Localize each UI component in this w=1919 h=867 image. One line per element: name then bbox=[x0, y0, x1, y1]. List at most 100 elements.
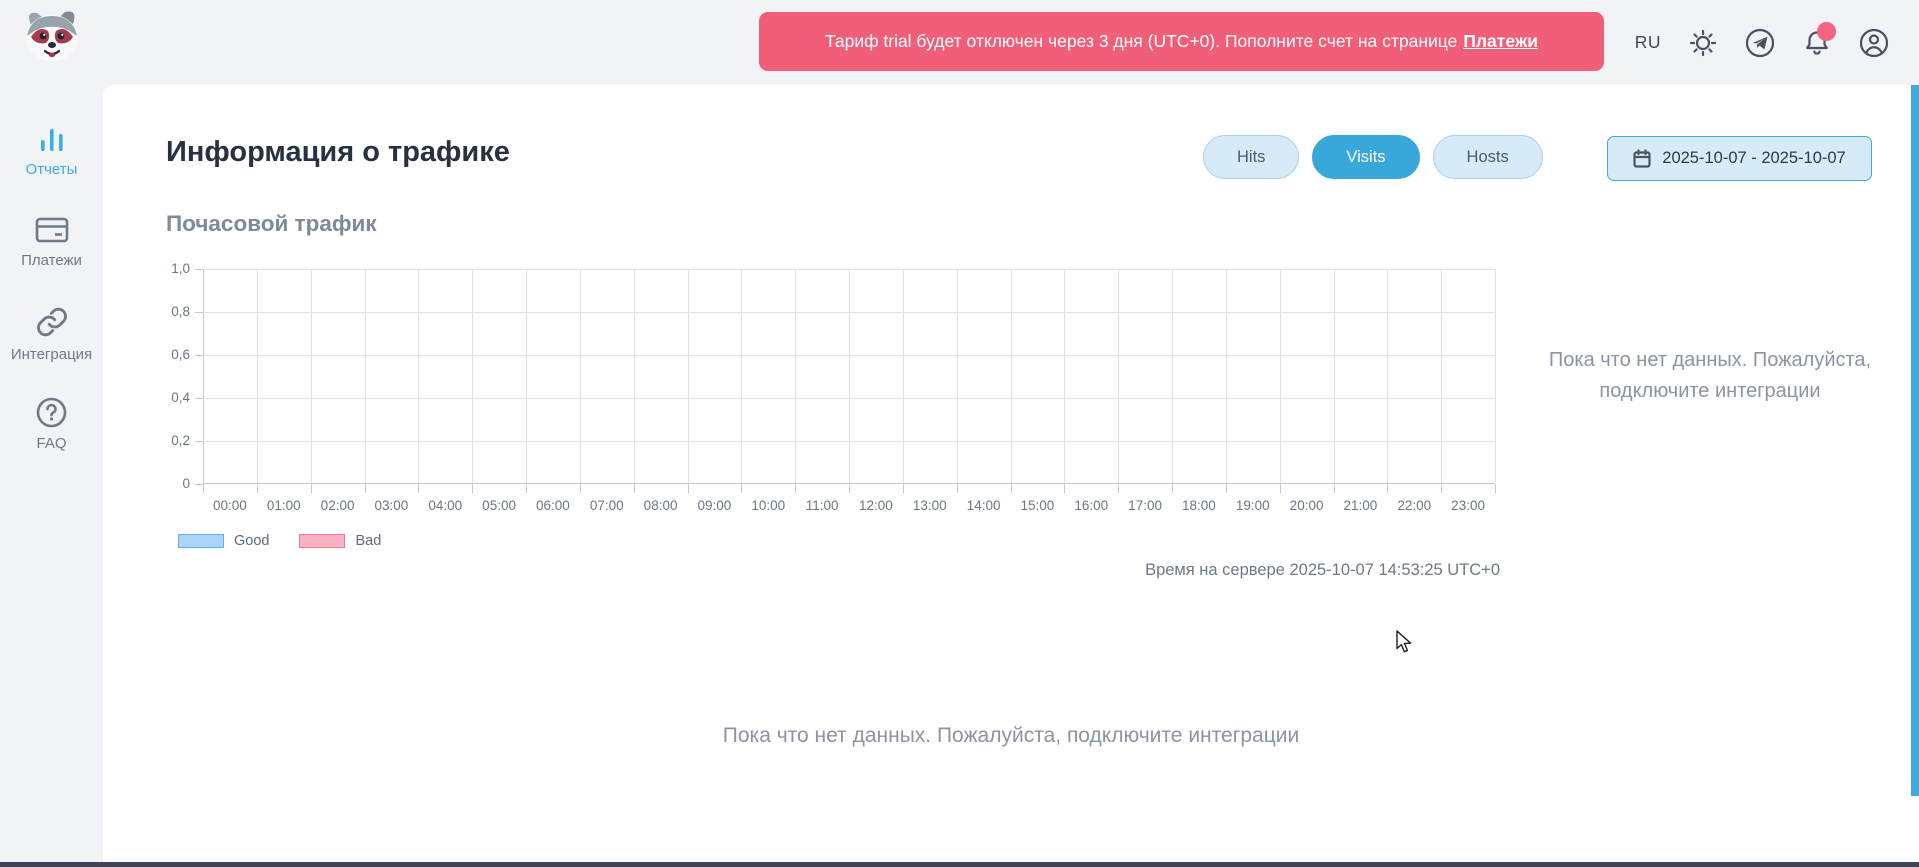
notifications-button[interactable] bbox=[1802, 21, 1836, 58]
sidebar-item-integration[interactable]: Интеграция bbox=[0, 305, 103, 363]
y-axis-tick-label: 1,0 bbox=[171, 261, 190, 276]
x-axis-tick bbox=[1495, 484, 1496, 493]
question-circle-icon bbox=[36, 397, 67, 428]
chart-gridline-vertical bbox=[1279, 269, 1281, 483]
x-axis-tick-label: 20:00 bbox=[1289, 498, 1324, 513]
y-axis-tick-label: 0 bbox=[182, 476, 190, 491]
x-axis-tick bbox=[1387, 484, 1389, 493]
chart-gridline-vertical bbox=[687, 269, 689, 483]
y-axis-tick-label: 0,4 bbox=[171, 390, 190, 405]
x-axis-tick-label: 06:00 bbox=[536, 498, 570, 513]
x-axis-tick-label: 23:00 bbox=[1451, 498, 1485, 513]
credit-card-icon bbox=[35, 217, 68, 243]
x-axis-tick bbox=[1064, 484, 1066, 493]
chart-gridline-vertical bbox=[849, 269, 850, 483]
x-axis-tick bbox=[310, 484, 312, 493]
x-axis-tick-label: 19:00 bbox=[1235, 498, 1270, 513]
notification-badge-dot bbox=[1817, 21, 1836, 41]
chart-gridline-vertical bbox=[1064, 269, 1066, 483]
legend-item-good[interactable]: Good bbox=[178, 533, 269, 549]
x-axis-tick-label: 16:00 bbox=[1074, 498, 1109, 513]
calendar-icon bbox=[1633, 149, 1651, 168]
chart-gridline-vertical bbox=[1441, 269, 1443, 483]
x-axis-tick-label: 21:00 bbox=[1343, 498, 1378, 513]
sidebar-label-integration: Интеграция bbox=[10, 346, 93, 363]
y-axis-tick-label: 0,8 bbox=[171, 304, 190, 319]
x-axis-tick bbox=[902, 484, 904, 493]
x-axis-tick-label: 09:00 bbox=[697, 498, 732, 513]
date-range-value: 2025-10-07 - 2025-10-07 bbox=[1662, 149, 1846, 167]
x-axis-tick-label: 04:00 bbox=[428, 498, 463, 513]
chart-gridline-horizontal bbox=[203, 441, 1495, 442]
y-axis-tick bbox=[195, 484, 203, 485]
profile-icon bbox=[1859, 28, 1889, 57]
x-axis-tick bbox=[1333, 484, 1335, 493]
x-axis-tick bbox=[956, 484, 958, 493]
x-axis-tick-label: 13:00 bbox=[912, 498, 947, 513]
chart-gridline-vertical bbox=[1172, 269, 1173, 483]
chart-gridline-vertical bbox=[1495, 269, 1496, 483]
x-axis-tick bbox=[256, 484, 258, 493]
date-range-picker[interactable]: 2025-10-07 - 2025-10-07 bbox=[1607, 136, 1872, 181]
x-axis-tick-label: 00:00 bbox=[213, 498, 247, 513]
sidebar-item-payments[interactable]: Платежи bbox=[0, 215, 103, 269]
chart-gridline-vertical bbox=[633, 269, 635, 483]
x-axis-tick bbox=[1279, 484, 1281, 493]
sidebar-label-reports: Отчеты bbox=[25, 161, 78, 178]
x-axis-tick-label: 22:00 bbox=[1397, 498, 1432, 513]
bottom-edge-strip bbox=[0, 862, 1919, 867]
no-data-bottom-message: Пока что нет данных. Пожалуйста, подключ… bbox=[722, 724, 1300, 747]
y-axis-tick-label: 0,6 bbox=[171, 347, 190, 362]
x-axis-tick bbox=[579, 484, 581, 493]
language-switcher[interactable]: RU bbox=[1634, 32, 1661, 52]
x-axis-tick bbox=[1172, 484, 1173, 493]
profile-button[interactable] bbox=[1859, 28, 1889, 58]
x-axis-tick bbox=[741, 484, 743, 493]
x-axis-tick bbox=[1441, 484, 1443, 493]
sidebar-label-payments: Платежи bbox=[21, 252, 82, 269]
legend-swatch-bad bbox=[299, 534, 346, 548]
sidebar-item-reports[interactable]: Отчеты bbox=[0, 127, 103, 178]
top-header-bar: Тариф trial будет отключен через 3 дня (… bbox=[0, 0, 1919, 85]
chart-gridline-vertical bbox=[795, 269, 797, 483]
sidebar-label-faq: FAQ bbox=[36, 435, 67, 452]
banner-message: Тариф trial будет отключен через 3 дня (… bbox=[824, 31, 1458, 51]
chart-gridline-horizontal bbox=[203, 398, 1495, 399]
x-axis-tick bbox=[795, 484, 797, 493]
tab-hits[interactable]: Hits bbox=[1203, 135, 1300, 179]
tab-visits[interactable]: Visits bbox=[1312, 135, 1420, 179]
x-axis-tick-label: 12:00 bbox=[859, 498, 893, 513]
theme-toggle-button[interactable] bbox=[1688, 28, 1718, 58]
x-axis-tick bbox=[472, 484, 474, 493]
chart-section-title: Почасовой трафик bbox=[166, 211, 377, 236]
x-axis-tick bbox=[203, 484, 204, 493]
raccoon-logo-icon bbox=[26, 11, 78, 61]
x-axis-tick-label: 03:00 bbox=[374, 498, 409, 513]
y-axis-tick-label: 0,2 bbox=[171, 433, 190, 448]
x-axis-tick-label: 01:00 bbox=[266, 498, 301, 513]
telegram-icon bbox=[1745, 28, 1775, 57]
bar-chart-icon bbox=[40, 129, 63, 151]
x-axis-tick-label: 14:00 bbox=[966, 498, 1001, 513]
legend-label-bad: Bad bbox=[355, 533, 382, 549]
x-axis-tick-label: 10:00 bbox=[751, 498, 786, 513]
x-axis-tick bbox=[526, 484, 527, 493]
x-axis-tick-label: 18:00 bbox=[1182, 498, 1216, 513]
sidebar-item-faq[interactable]: FAQ bbox=[0, 397, 103, 452]
x-axis-tick bbox=[849, 484, 850, 493]
vertical-scrollbar-thumb[interactable] bbox=[1911, 85, 1919, 796]
banner-payments-link[interactable]: Платежи bbox=[1463, 31, 1539, 51]
chart-gridline-vertical bbox=[418, 269, 420, 483]
chart-gridline-vertical bbox=[1387, 269, 1389, 483]
legend-item-bad[interactable]: Bad bbox=[299, 533, 381, 549]
x-axis-tick bbox=[633, 484, 635, 493]
x-axis-tick bbox=[1118, 484, 1120, 493]
page-title: Информация о трафике bbox=[166, 136, 510, 168]
chart-gridline-vertical bbox=[526, 269, 527, 483]
x-axis-tick-label: 17:00 bbox=[1128, 498, 1162, 513]
tab-hosts[interactable]: Hosts bbox=[1432, 135, 1543, 179]
raccoon-logo[interactable] bbox=[20, 7, 84, 63]
chart-gridline-vertical bbox=[256, 269, 258, 483]
telegram-button[interactable] bbox=[1745, 28, 1775, 58]
